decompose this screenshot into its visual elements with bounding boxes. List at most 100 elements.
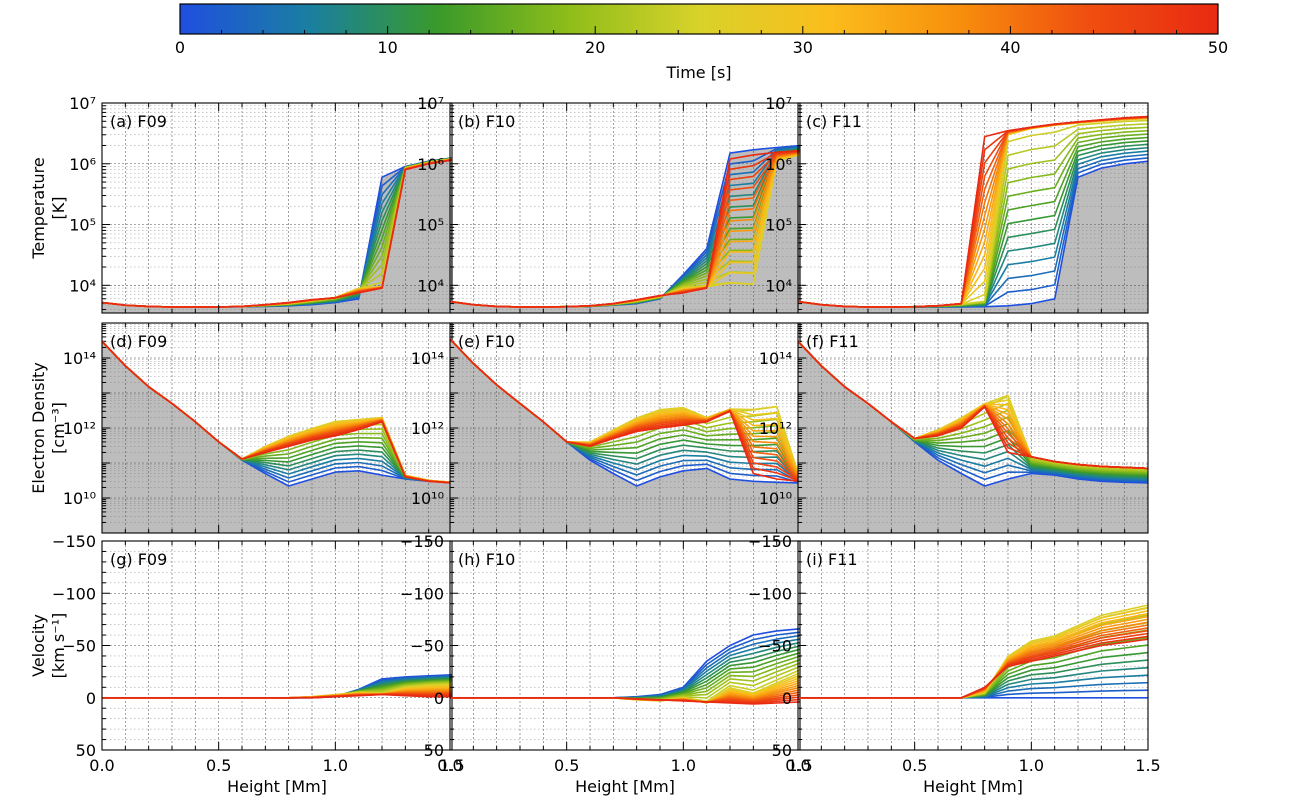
y-tick-label: 10⁴ [417, 276, 444, 295]
series-line [450, 149, 800, 308]
panel-label: (c) F11 [806, 112, 862, 131]
panel-frame [449, 102, 801, 314]
x-tick-label: 0.0 [89, 756, 114, 775]
grid [102, 102, 452, 313]
colorbar-tick-label: 40 [1000, 38, 1020, 57]
y-tick-label: 10¹⁰ [759, 489, 792, 508]
x-tick-label: 0.0 [785, 756, 810, 775]
panel-h: 0.0 0.5 1.0 1.5 Height [Mm] −150 −100 −50 0 50 (h)… [400, 532, 813, 796]
initial-state-fill [102, 341, 452, 533]
series-line [450, 697, 800, 705]
y-tick-label: 10⁷ [417, 94, 444, 113]
colorbar-label: Time [s] [665, 63, 731, 82]
curves [798, 115, 1148, 308]
curves [450, 338, 800, 487]
ylabel-line: [cm⁻³] [49, 402, 68, 454]
series-line [450, 648, 800, 699]
x-tick-label: 1.0 [1019, 756, 1044, 775]
y-tick-label: 50 [772, 741, 792, 760]
y-tick-label: 10¹² [411, 419, 444, 438]
y-tick-label: 0 [86, 689, 96, 708]
panel-label: (b) F10 [458, 112, 515, 131]
series-line [798, 604, 1148, 699]
panel-frame [797, 322, 1149, 534]
panel-label: (g) F09 [110, 550, 167, 569]
initial-state-fill [450, 145, 800, 313]
y-tick-label: −50 [62, 637, 96, 656]
colorbar-tick-label: 10 [377, 38, 397, 57]
initial-state-fill [798, 341, 1148, 533]
colorbar-ticks: 0 10 20 30 40 50 [175, 26, 1228, 57]
panel-f: 10¹⁰ 10¹² 10¹⁴ (f) F11 [759, 322, 1149, 534]
y-tick-label: 10⁶ [417, 155, 444, 174]
y-tick-label: 10⁴ [765, 276, 792, 295]
y-tick-label: 10¹⁴ [759, 349, 792, 368]
series-line [798, 615, 1148, 699]
panel-a: 10⁴ 10⁵ 10⁶ 10⁷ (a) F09 [69, 94, 453, 314]
panel-frame [797, 102, 1149, 314]
row-ylabel: Temperature[K] [29, 157, 68, 259]
x-tick-label: 0.5 [902, 756, 927, 775]
row-ylabel: Velocity[km s⁻¹] [29, 613, 68, 679]
panel-label: (d) F09 [110, 332, 167, 351]
panel-label: (h) F10 [458, 550, 515, 569]
y-tick-label: −150 [748, 532, 792, 551]
y-tick-label: −100 [52, 584, 96, 603]
x-tick-label: 1.5 [439, 756, 464, 775]
ylabel-line: [km s⁻¹] [49, 613, 68, 679]
panel-e: 10¹⁰ 10¹² 10¹⁴ (e) F10 [411, 322, 801, 534]
colorbar-tick-label: 20 [585, 38, 605, 57]
panel-c: 10⁴ 10⁵ 10⁶ 10⁷ (c) F11 [765, 94, 1149, 314]
y-tick-label: −50 [758, 637, 792, 656]
curves [102, 340, 452, 487]
panel-b: 10⁴ 10⁵ 10⁶ 10⁷ (b) F10 [417, 94, 801, 314]
initial-state-fill [450, 339, 800, 533]
y-tick-label: 10⁴ [69, 276, 96, 295]
panel-d: 10¹⁰ 10¹² 10¹⁴ (d) F09 [63, 322, 453, 534]
y-tick-label: −100 [400, 584, 444, 603]
y-tick-label: 10¹² [63, 419, 96, 438]
panel-frame [101, 102, 453, 314]
y-tick-label: 0 [782, 689, 792, 708]
x-tick-label: 1.5 [787, 756, 812, 775]
x-tick-label: 0.5 [206, 756, 231, 775]
series-line [798, 638, 1148, 699]
y-tick-label: 50 [424, 741, 444, 760]
curves [102, 674, 452, 699]
colorbar: 0 10 20 30 40 50 Time [s] [175, 3, 1228, 82]
series-line [798, 621, 1148, 699]
y-tick-label: −150 [400, 532, 444, 551]
curves [798, 604, 1148, 699]
y-tick-label: 10¹⁴ [411, 349, 444, 368]
row-ylabel: Electron Density[cm⁻³] [29, 362, 68, 494]
series-line [450, 631, 800, 699]
grid [102, 540, 452, 751]
x-tick-label: 1.0 [671, 756, 696, 775]
series-line [798, 624, 1148, 699]
series-line [102, 340, 452, 484]
series-line [798, 115, 1148, 308]
panel-label: (i) F11 [806, 550, 858, 569]
y-tick-label: −100 [748, 584, 792, 603]
panel-i: 0.0 0.5 1.0 1.5 Height [Mm] −150 −100 −50 0 50 (i)… [748, 532, 1161, 796]
x-tick-label: 0.5 [554, 756, 579, 775]
y-tick-label: −50 [410, 637, 444, 656]
y-tick-label: 10¹² [759, 419, 792, 438]
ylabel-line: Electron Density [29, 362, 48, 494]
y-tick-label: 10⁶ [765, 155, 792, 174]
y-tick-label: 10¹⁴ [63, 349, 96, 368]
y-tick-label: 0 [434, 689, 444, 708]
x-axis-title: Height [Mm] [227, 777, 327, 796]
colorbar-tick-label: 30 [793, 38, 813, 57]
y-tick-label: 10⁷ [765, 94, 792, 113]
series-line [798, 629, 1148, 699]
y-tick-label: 10⁵ [69, 216, 96, 235]
x-tick-label: 0.0 [437, 756, 462, 775]
y-tick-label: 10⁷ [69, 94, 96, 113]
series-line [798, 340, 1148, 470]
x-axis-title: Height [Mm] [575, 777, 675, 796]
panel-g: 0.0 0.5 1.0 1.5 Height [Mm] −150 −100 −50 0 50 (g)… [52, 532, 465, 796]
colorbar-tick-label: 50 [1208, 38, 1228, 57]
